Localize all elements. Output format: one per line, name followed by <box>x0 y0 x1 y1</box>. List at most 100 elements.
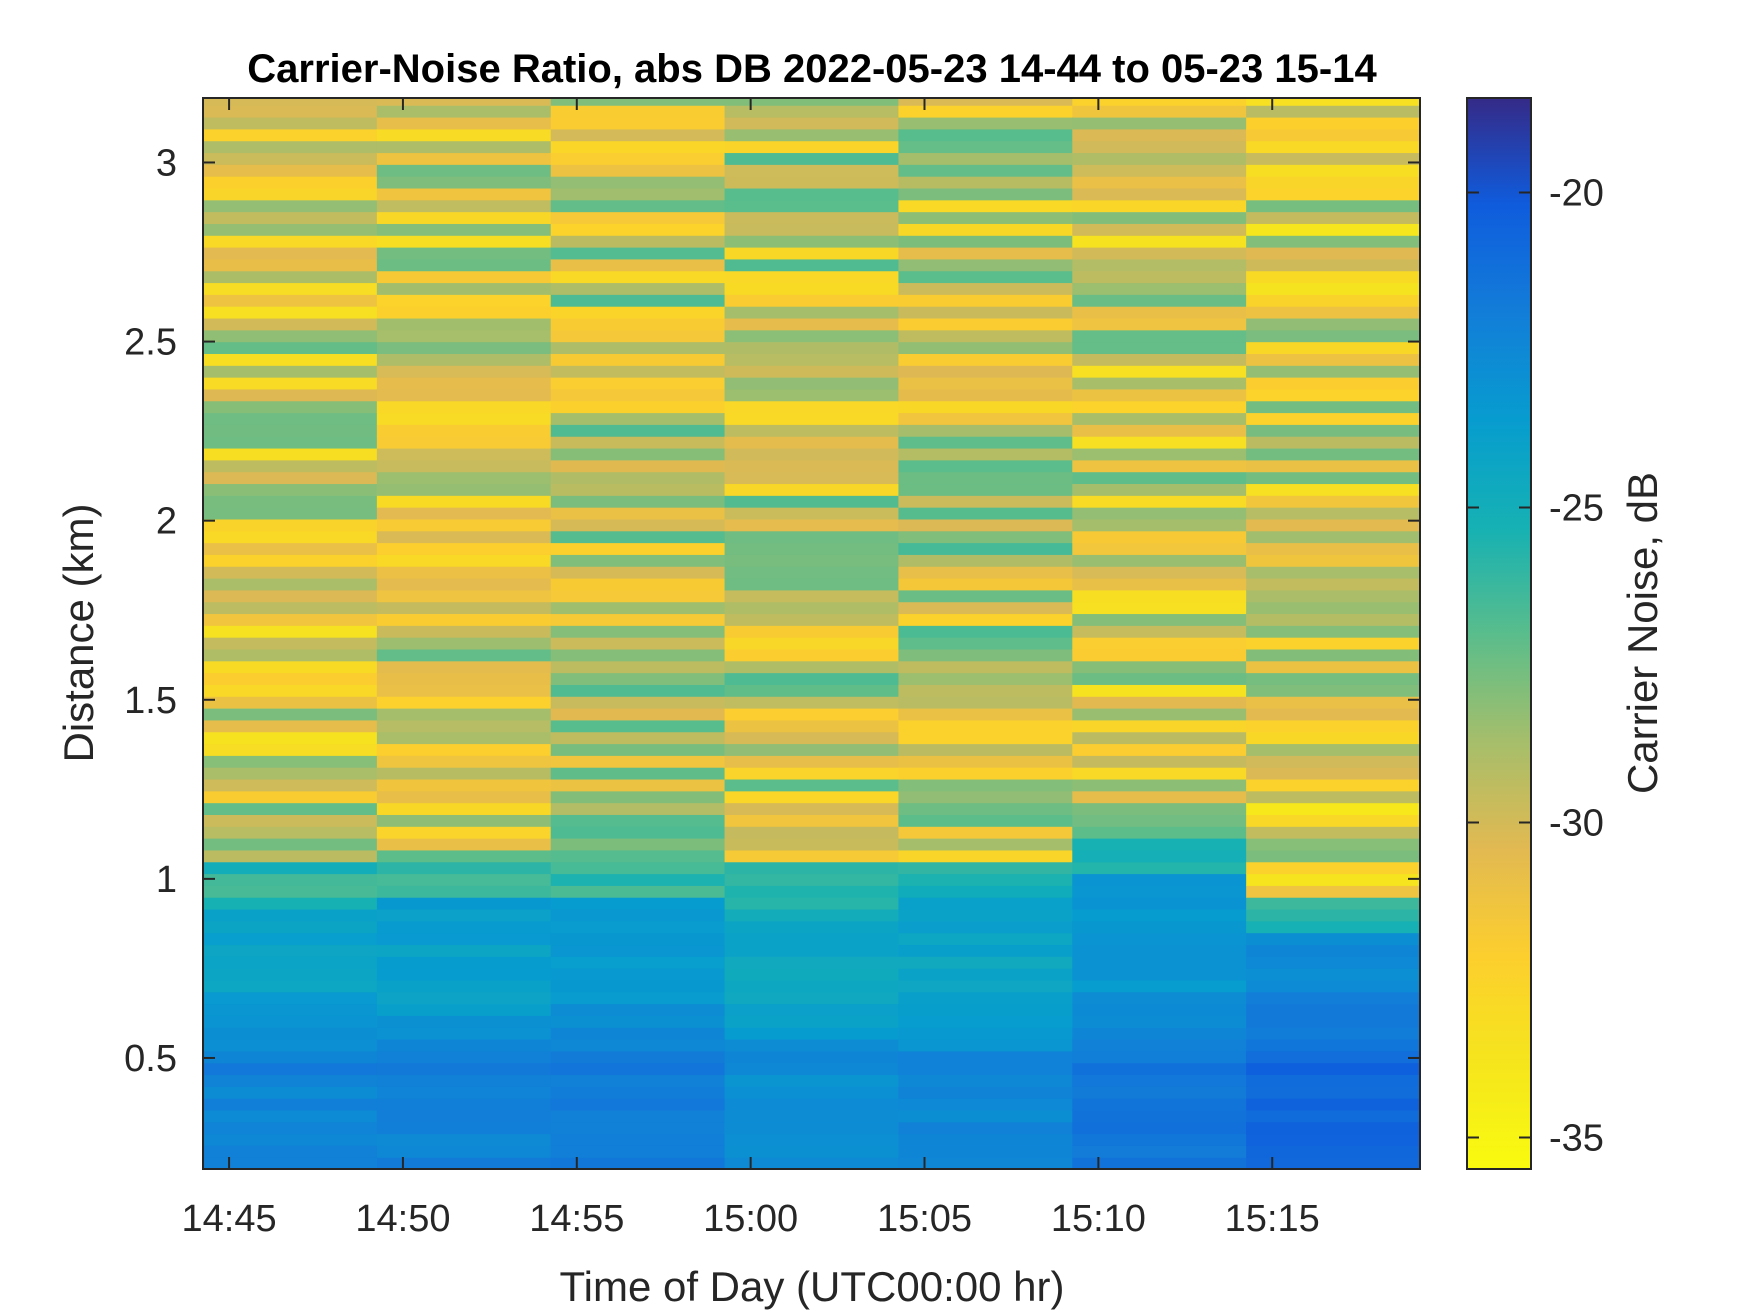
heatmap-cell <box>1246 471 1421 485</box>
heatmap-cell <box>203 814 378 827</box>
heatmap-cell <box>1072 412 1247 425</box>
heatmap-cell <box>898 802 1073 815</box>
heatmap-cell <box>1246 495 1421 508</box>
heatmap-cell <box>550 329 726 343</box>
heatmap-cell <box>898 247 1073 260</box>
heatmap-cell <box>376 436 552 449</box>
heatmap-cell <box>550 991 726 1005</box>
heatmap-cell <box>1072 140 1247 154</box>
heatmap-cell <box>1072 329 1247 343</box>
heatmap-cell <box>898 459 1073 473</box>
heatmap-cell <box>550 211 726 224</box>
heatmap-cell <box>724 306 900 319</box>
heatmap-cell <box>724 660 900 674</box>
heatmap-cell <box>203 708 378 721</box>
heatmap-cell <box>1246 743 1421 756</box>
heatmap-cell <box>203 341 378 354</box>
heatmap-cell <box>1072 601 1247 615</box>
heatmap-cell <box>550 968 726 981</box>
heatmap-cell <box>1246 507 1421 520</box>
heatmap-cell <box>724 1098 900 1111</box>
heatmap-cell <box>1246 105 1421 118</box>
heatmap-cell <box>550 282 726 295</box>
heatmap-cell <box>203 247 378 260</box>
heatmap-cell <box>898 790 1073 804</box>
heatmap-cell <box>203 672 378 685</box>
heatmap-cell <box>724 944 900 957</box>
heatmap-cell <box>203 424 378 437</box>
heatmap-cell <box>550 388 726 402</box>
heatmap-cell <box>1246 790 1421 804</box>
heatmap-cell <box>724 1145 900 1158</box>
heatmap-cell <box>376 530 552 544</box>
heatmap-cell <box>1246 802 1421 815</box>
heatmap-cell <box>898 814 1073 827</box>
heatmap-cell <box>550 294 726 307</box>
heatmap-cell <box>203 956 378 969</box>
heatmap-cell <box>898 944 1073 957</box>
heatmap-cell <box>1246 956 1421 969</box>
heatmap-cell <box>724 1074 900 1087</box>
heatmap-cell <box>898 731 1073 745</box>
heatmap-cell <box>376 223 552 236</box>
heatmap-cell <box>898 140 1073 154</box>
heatmap-cell <box>203 471 378 485</box>
heatmap-cell <box>376 897 552 910</box>
heatmap-cell <box>1072 743 1247 756</box>
heatmap-cell <box>898 471 1073 485</box>
heatmap-cell <box>550 944 726 957</box>
heatmap-cell <box>1072 1086 1247 1099</box>
heatmap-cell <box>550 365 726 378</box>
heatmap-cell <box>1072 577 1247 591</box>
heatmap-cell <box>724 1015 900 1028</box>
heatmap-cell <box>724 353 900 366</box>
heatmap-cell <box>724 140 900 154</box>
heatmap-cell <box>376 247 552 260</box>
heatmap-cell <box>203 755 378 768</box>
heatmap-cell <box>724 684 900 697</box>
heatmap-cell <box>1072 767 1247 780</box>
heatmap-cell <box>376 128 552 142</box>
heatmap-cell <box>898 1121 1073 1135</box>
heatmap-cell <box>550 849 726 863</box>
heatmap-cell <box>1072 270 1247 284</box>
heatmap-cell <box>550 98 726 106</box>
heatmap-cell <box>1072 672 1247 685</box>
heatmap-cell <box>550 1157 726 1170</box>
heatmap-cell <box>376 1133 552 1146</box>
heatmap-cell <box>376 1062 552 1076</box>
heatmap-cell <box>203 790 378 804</box>
heatmap-cell <box>724 968 900 981</box>
heatmap-cell <box>1072 1145 1247 1158</box>
heatmap-cell <box>376 116 552 130</box>
heatmap-cell <box>376 1038 552 1052</box>
heatmap-cell <box>898 743 1073 756</box>
heatmap-cells <box>203 98 1421 1170</box>
heatmap-cell <box>203 98 378 106</box>
heatmap-cell <box>724 566 900 579</box>
heatmap-cell <box>898 1074 1073 1087</box>
heatmap-cell <box>724 1027 900 1040</box>
heatmap-cell <box>550 577 726 591</box>
heatmap-cell <box>376 672 552 685</box>
heatmap-cell <box>376 589 552 603</box>
heatmap-cell <box>898 861 1073 875</box>
heatmap-cell <box>203 637 378 650</box>
heatmap-cell <box>203 1003 378 1016</box>
heatmap-cell <box>898 542 1073 555</box>
heatmap-cell <box>898 554 1073 567</box>
heatmap-cell <box>376 211 552 224</box>
heatmap-cell <box>898 152 1073 165</box>
heatmap-cell <box>1072 164 1247 177</box>
heatmap-cell <box>1246 223 1421 236</box>
heatmap-cell <box>550 802 726 815</box>
heatmap-cell <box>376 282 552 295</box>
heatmap-cell <box>1072 1050 1247 1064</box>
heatmap-cell <box>203 140 378 154</box>
heatmap-cell <box>1246 1062 1421 1076</box>
heatmap-cell <box>1246 329 1421 343</box>
heatmap-cell <box>724 377 900 390</box>
heatmap-cell <box>550 270 726 284</box>
heatmap-cell <box>724 388 900 402</box>
heatmap-cell <box>203 1074 378 1087</box>
